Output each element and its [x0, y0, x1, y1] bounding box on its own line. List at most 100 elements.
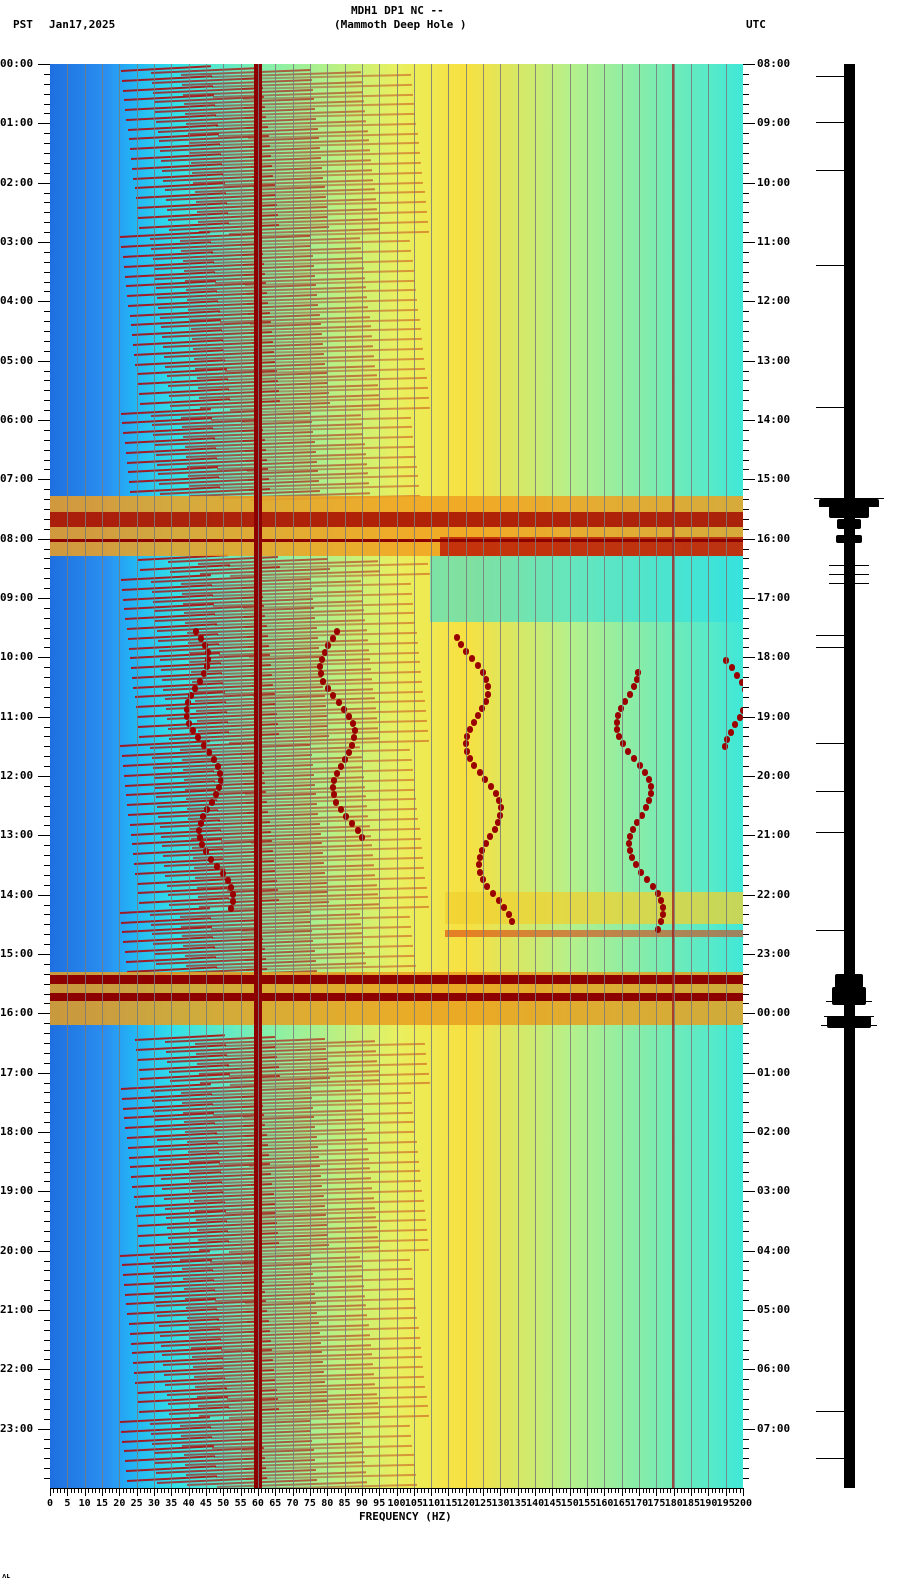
right-minor-tick: [743, 1122, 749, 1124]
wandering-tone: [634, 818, 641, 826]
x-minor-tick: [185, 1488, 187, 1493]
station-title: MDH1 DP1 NC --: [351, 4, 444, 17]
x-minor-tick: [372, 1488, 374, 1493]
wandering-tone: [645, 776, 652, 783]
left-minor-tick: [44, 449, 50, 451]
wandering-tone: [724, 735, 731, 743]
wandering-tone: [655, 925, 661, 933]
wandering-tone: [333, 798, 340, 806]
right-minor-tick: [743, 726, 749, 728]
wandering-tone: [224, 876, 231, 884]
x-minor-tick: [483, 1488, 485, 1496]
x-minor-tick: [424, 1488, 426, 1493]
x-minor-tick: [555, 1488, 557, 1493]
x-minor-tick: [285, 1488, 287, 1493]
left-minor-tick: [44, 370, 50, 372]
left-minor-tick: [44, 251, 50, 253]
wandering-tone: [346, 713, 353, 721]
x-minor-tick: [711, 1488, 713, 1493]
right-minor-tick: [743, 1260, 749, 1262]
wandering-tone: [488, 783, 495, 791]
wandering-tone: [335, 698, 342, 706]
wandering-tone: [464, 747, 471, 755]
x-minor-tick: [309, 1488, 311, 1496]
wandering-tone: [482, 697, 489, 705]
right-major-tick: [743, 242, 755, 243]
frequency-gridline: [292, 64, 294, 1488]
left-minor-tick: [44, 726, 50, 728]
right-minor-tick: [743, 83, 749, 85]
right-minor-tick: [743, 331, 749, 332]
wandering-tone: [351, 734, 358, 742]
seismic-spike: [816, 406, 846, 408]
frequency-gridline: [413, 64, 415, 1488]
x-tick-label: 135: [508, 1498, 527, 1509]
left-major-tick: [38, 360, 50, 362]
right-minor-tick: [743, 1230, 749, 1232]
right-major-tick: [743, 360, 755, 362]
left-hour-label: 13:00: [0, 828, 34, 842]
right-minor-tick: [743, 162, 749, 164]
x-minor-tick: [635, 1488, 637, 1493]
wandering-tone: [464, 733, 471, 741]
x-minor-tick: [244, 1488, 246, 1493]
right-minor-tick: [743, 1003, 749, 1005]
frequency-gridline: [67, 64, 69, 1488]
right-minor-tick: [743, 815, 749, 817]
wandering-tone: [496, 797, 503, 805]
x-minor-tick: [50, 1488, 51, 1496]
right-minor-tick: [743, 1339, 749, 1341]
x-minor-tick: [476, 1488, 478, 1493]
wandering-tone: [613, 726, 620, 734]
left-minor-tick: [44, 568, 50, 570]
event-band: [445, 891, 743, 925]
x-tick-label: 195: [716, 1498, 735, 1509]
right-minor-tick: [743, 647, 749, 649]
x-minor-tick: [316, 1488, 318, 1493]
x-minor-tick: [431, 1488, 433, 1496]
wandering-tone: [654, 889, 661, 897]
left-hour-label: 21:00: [0, 1303, 34, 1316]
x-minor-tick: [573, 1488, 575, 1493]
wandering-tone: [489, 889, 496, 897]
x-minor-tick: [88, 1488, 90, 1493]
right-minor-tick: [743, 1399, 749, 1400]
wandering-tone: [482, 776, 489, 783]
wandering-tone: [188, 691, 195, 699]
right-minor-tick: [743, 1033, 749, 1035]
x-minor-tick: [264, 1488, 266, 1493]
x-minor-tick: [53, 1488, 55, 1493]
right-minor-tick: [743, 1468, 749, 1470]
x-minor-tick: [302, 1488, 304, 1493]
left-hour-label: 06:00: [0, 413, 34, 426]
frequency-gridline: [257, 64, 259, 1488]
left-minor-tick: [44, 93, 50, 95]
x-minor-tick: [81, 1488, 83, 1493]
x-minor-tick: [129, 1488, 131, 1493]
left-major-tick: [38, 657, 50, 659]
event-band: [430, 556, 743, 622]
right-major-tick: [743, 420, 755, 421]
left-minor-tick: [44, 212, 50, 214]
left-minor-tick: [44, 845, 50, 847]
left-minor-tick: [44, 766, 50, 768]
left-minor-tick: [44, 311, 50, 313]
right-minor-tick: [743, 617, 749, 619]
right-minor-tick: [743, 914, 749, 916]
left-major-tick: [38, 1310, 50, 1311]
left-minor-tick: [44, 518, 50, 520]
right-minor-tick: [743, 143, 749, 145]
wandering-tone: [320, 677, 327, 685]
frequency-gridline: [101, 64, 103, 1488]
wandering-tone: [630, 825, 637, 833]
x-minor-tick: [611, 1488, 613, 1493]
x-minor-tick: [559, 1488, 561, 1493]
x-minor-tick: [548, 1488, 550, 1493]
x-minor-tick: [337, 1488, 339, 1493]
wandering-tone: [200, 670, 207, 678]
x-tick-label: 25: [130, 1498, 143, 1509]
frequency-gridline: [500, 64, 502, 1488]
right-minor-tick: [743, 489, 749, 491]
right-minor-tick: [743, 785, 749, 787]
x-minor-tick: [732, 1488, 734, 1493]
